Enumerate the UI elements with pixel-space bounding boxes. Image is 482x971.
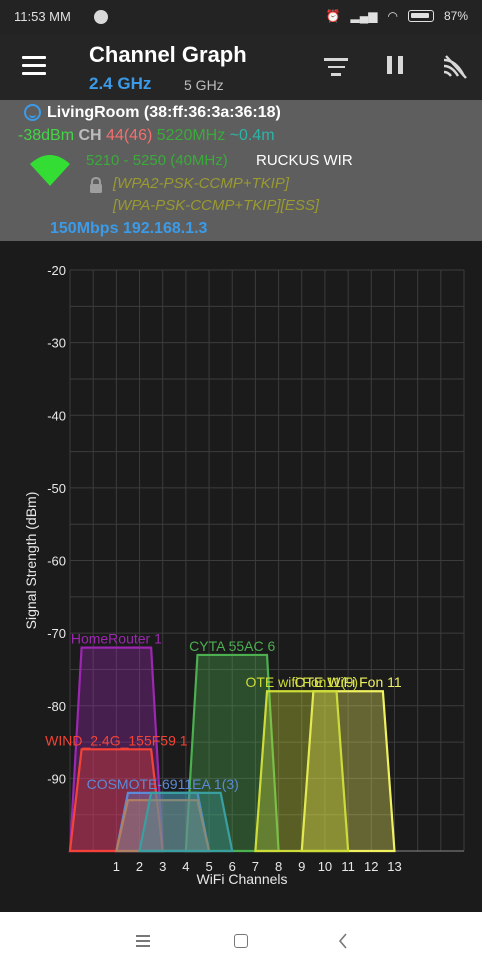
distance: ~0.4m (229, 127, 275, 144)
x-tick-label: 1 (113, 859, 120, 874)
wifi-icon (30, 155, 70, 186)
network-label: WIND_2.4G_155F59 1 (45, 732, 188, 748)
channel-value: 44(46) (106, 127, 153, 144)
network-label: OTE wifi Fon11(9) (245, 674, 358, 690)
messenger-icon (94, 10, 108, 24)
wifi-scan-icon[interactable] (442, 54, 468, 80)
x-tick-label: 10 (318, 859, 332, 874)
x-tick-label: 7 (252, 859, 259, 874)
x-tick-label: 11 (341, 859, 355, 874)
status-icons: ⏰ ▂▄▆ ◠ 87% (326, 9, 468, 23)
x-axis-label: WiFi Channels (196, 871, 287, 887)
x-tick-label: 6 (229, 859, 236, 874)
pause-icon[interactable] (387, 56, 403, 74)
page-title: Channel Graph (89, 42, 247, 67)
system-nav-bar (0, 912, 482, 971)
connected-ssid: LivingRoom (38:ff:36:3a:36:18) (47, 104, 281, 121)
frequency-range: 5210 - 5250 (40MHz) (86, 152, 228, 169)
tab-5-ghz[interactable]: 5 GHz (184, 77, 224, 93)
network-label: OTE WiFi Fon 11 (295, 674, 402, 690)
y-tick-label: -50 (47, 481, 66, 496)
x-tick-label: 5 (205, 859, 212, 874)
menu-icon[interactable] (22, 56, 46, 76)
speed-ip: 150Mbps 192.168.1.3 (50, 220, 208, 237)
x-tick-label: 2 (136, 859, 143, 874)
wifi-status-icon: ◠ (387, 9, 398, 23)
x-tick-label: 3 (159, 859, 166, 874)
channel-graph: -20 -30 -40 -50 -60 -70 -80 -90 1 2 3 4 5 6 7 8 9 10 11 12 1… (0, 241, 482, 912)
status-bar: 11:53 MM ⏰ ▂▄▆ ◠ 87% (0, 0, 482, 34)
y-axis-label: Signal Strength (dBm) (23, 492, 39, 630)
capabilities-line-1: [WPA2-PSK-CCMP+TKIP] (113, 175, 290, 192)
y-tick-label: -60 (47, 554, 66, 569)
app-bar: Channel Graph 2.4 GHz 5 GHz (0, 34, 482, 100)
x-tick-label: 8 (275, 859, 282, 874)
alarm-icon: ⏰ (325, 9, 341, 23)
vendor-name: RUCKUS WIR (256, 152, 353, 169)
capabilities-line-2: [WPA-PSK-CCMP+TKIP][ESS] (113, 197, 320, 214)
x-tick-label: 13 (387, 859, 401, 874)
recent-apps-icon[interactable] (136, 935, 150, 947)
connection-details: -38dBm CH 44(46) 5220MHz ~0.4m (18, 127, 275, 145)
x-tick-label: 9 (298, 859, 305, 874)
battery-icon (407, 10, 434, 22)
lock-icon (90, 177, 102, 193)
home-icon[interactable] (234, 934, 248, 948)
network-area (138, 791, 234, 853)
network-area (254, 690, 350, 853)
channel-graph-svg: -20-30-40-50-60-70-80-901 2 3 4 5 6 7 8 9 10 11 12 1… (23, 263, 465, 887)
filter-icon[interactable] (324, 58, 348, 76)
x-tick-label: 12 (364, 859, 378, 874)
network-label: HomeRouter 1 (71, 631, 162, 647)
y-tick-label: -70 (47, 626, 66, 641)
y-tick-label: -40 (47, 408, 66, 423)
battery-percent: 87% (443, 9, 468, 23)
status-time: 11:53 MM (14, 9, 71, 24)
network-area (300, 690, 396, 853)
network-area (184, 653, 280, 853)
x-tick-label: 4 (182, 859, 189, 874)
back-icon[interactable] (338, 933, 348, 949)
y-tick-label: -80 (47, 699, 66, 714)
channel-label: CH (78, 127, 102, 144)
smile-icon (24, 104, 41, 121)
network-label: COSMOTE-6911EA 1(3) (87, 776, 239, 792)
y-tick-label: -90 (47, 771, 66, 786)
connection-panel[interactable] (0, 100, 482, 241)
y-tick-label: -20 (47, 263, 66, 278)
signal-strength: -38dBm (18, 127, 75, 144)
frequency: 5220MHz (156, 127, 226, 144)
signal-icon: ▂▄▆ (350, 9, 378, 23)
network-label: CYTA 55AC 6 (189, 638, 275, 654)
y-tick-label: -30 (47, 336, 66, 351)
tab-2-4-ghz[interactable]: 2.4 GHz (89, 74, 152, 93)
